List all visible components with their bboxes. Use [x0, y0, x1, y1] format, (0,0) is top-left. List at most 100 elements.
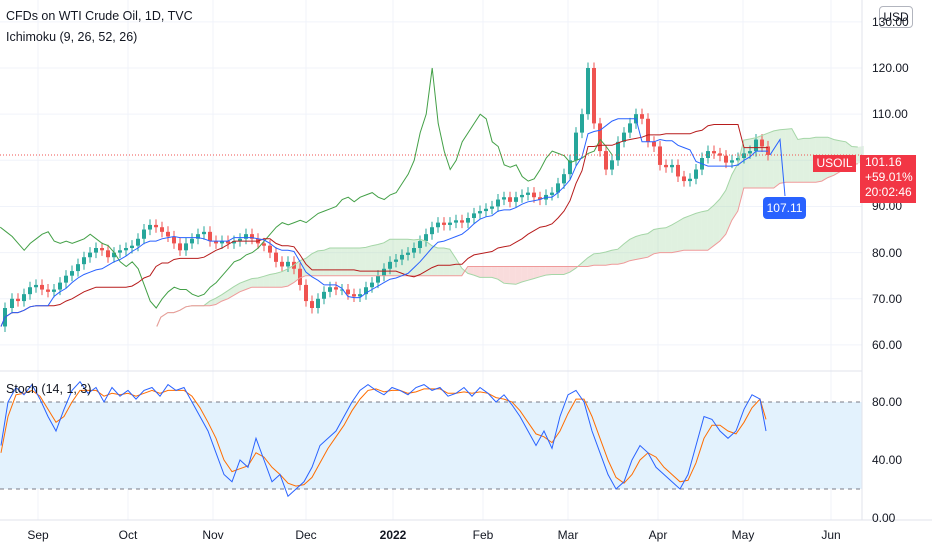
- cloud-segment: [773, 129, 780, 188]
- candle-body: [184, 243, 188, 251]
- candle-body: [382, 268, 386, 276]
- candle-body: [406, 252, 410, 255]
- candle-body: [502, 197, 506, 200]
- cloud-segment: [353, 248, 360, 276]
- candle-body: [496, 199, 500, 207]
- cloud-segment: [455, 258, 462, 276]
- cloud-segment: [239, 280, 246, 292]
- cloud-segment: [779, 129, 786, 184]
- candle-body: [346, 289, 350, 295]
- candle-body: [736, 158, 740, 161]
- cloud-segment: [521, 266, 528, 283]
- cloud-segment: [509, 266, 516, 285]
- cloud-segment: [539, 266, 546, 277]
- ichimoku-lines: [0, 67, 862, 327]
- cloud-segment: [557, 266, 564, 275]
- cloud-segment: [437, 248, 444, 276]
- leading-span-b: [156, 163, 858, 327]
- stoch-tick-label: 0.00: [872, 511, 896, 525]
- cloud-segment: [311, 250, 318, 276]
- candle-body: [478, 211, 482, 214]
- cloud-segment: [503, 266, 510, 284]
- candle-body: [376, 275, 380, 283]
- candle-body: [304, 284, 308, 302]
- candle-body: [748, 151, 752, 154]
- cloud-segment: [449, 249, 456, 276]
- stoch-legend[interactable]: Stoch (14, 1, 3): [6, 382, 92, 396]
- ichimoku-legend[interactable]: Ichimoku (9, 26, 52, 26): [6, 30, 138, 44]
- candle-body: [364, 287, 368, 295]
- candle-body: [742, 153, 746, 158]
- cloud-segment: [701, 210, 708, 251]
- candle-body: [94, 248, 98, 253]
- candle-body: [514, 197, 518, 202]
- candle-body: [466, 218, 470, 223]
- candle-body: [100, 248, 104, 251]
- time-tick-label: Jun: [821, 528, 841, 542]
- candle-body: [226, 241, 230, 244]
- cloud-segment: [647, 229, 654, 258]
- candle-body: [598, 123, 602, 152]
- candle-body: [616, 141, 620, 161]
- candle-body: [70, 271, 74, 276]
- time-tick-label: Mar: [557, 528, 579, 542]
- candle-body: [88, 252, 92, 258]
- cloud-segment: [581, 257, 588, 267]
- candle-body: [730, 160, 734, 163]
- candle-body: [574, 132, 578, 161]
- cloud-segment: [215, 294, 222, 305]
- cloud-segment: [251, 278, 258, 288]
- forecast-label[interactable]: 107.11: [763, 197, 806, 219]
- candle-body: [112, 252, 116, 258]
- base-line: [0, 124, 768, 327]
- cloud-segment: [431, 245, 438, 276]
- candle-body: [220, 241, 224, 244]
- candle-body: [670, 164, 674, 168]
- candle-body: [592, 68, 596, 124]
- symbol-price-tag: USOIL: [813, 155, 856, 172]
- cloud-segment: [401, 239, 408, 276]
- candle-body: [442, 222, 446, 225]
- cloud-segment: [635, 234, 642, 260]
- candle-body: [250, 234, 254, 239]
- candle-body: [526, 192, 530, 195]
- stochastic-oscillator: [0, 380, 862, 498]
- lagging-span: [0, 67, 613, 309]
- cloud-segment: [467, 266, 474, 276]
- candle-body: [190, 238, 194, 244]
- currency-button[interactable]: USD: [879, 6, 913, 28]
- candle-body: [622, 132, 626, 142]
- time-tick-label: Feb: [472, 528, 494, 542]
- cloud-segment: [341, 248, 348, 276]
- ichimoku-cloud: [156, 128, 864, 327]
- cloud-segment: [335, 248, 342, 276]
- cloud-segment: [617, 243, 624, 265]
- candle-body: [352, 294, 356, 297]
- cloud-segment: [599, 252, 606, 266]
- cloud-segment: [767, 130, 774, 188]
- price-tick-label: 70.00: [872, 291, 903, 306]
- price-change: +59.01%: [865, 170, 913, 184]
- cloud-segment: [209, 298, 216, 306]
- candle-body: [28, 287, 32, 295]
- cloud-segment: [491, 266, 498, 280]
- candle-body: [724, 155, 728, 163]
- cloud-segment: [611, 249, 618, 265]
- candle-body: [238, 238, 242, 242]
- cloud-segment: [551, 266, 558, 275]
- candle-body: [58, 282, 62, 290]
- cloud-segment: [287, 265, 294, 287]
- candle-body: [46, 289, 50, 292]
- cloud-segment: [659, 227, 666, 253]
- forecast-connector: [769, 138, 786, 197]
- candle-body: [130, 245, 134, 248]
- candle-body: [208, 231, 212, 242]
- candle-body: [82, 257, 86, 265]
- cloud-segment: [689, 213, 696, 251]
- time-tick-label: Sep: [27, 528, 49, 542]
- candle-body: [262, 243, 266, 246]
- chart-title[interactable]: CFDs on WTI Crude Oil, 1D, TVC: [6, 9, 193, 23]
- candle-body: [682, 176, 686, 182]
- stoch-band: [0, 402, 862, 489]
